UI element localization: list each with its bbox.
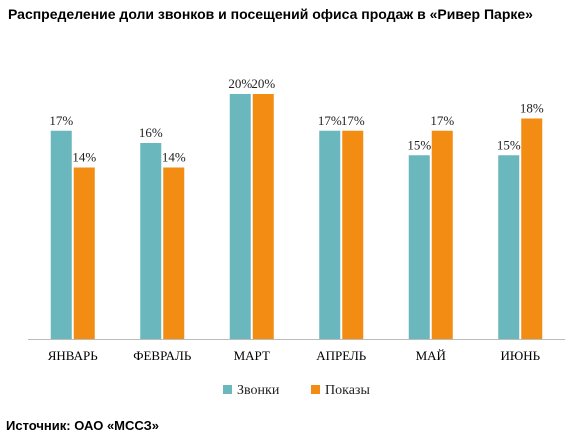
bar-visits — [342, 130, 364, 339]
data-label: 17% — [341, 113, 365, 128]
bars-layer — [50, 94, 543, 339]
value-labels-layer: 17%14%16%14%20% 20%17% 17%15%17%15%18% — [49, 76, 544, 165]
legend-swatch — [311, 385, 320, 394]
source-note: Источник: ОАО «МССЗ» — [6, 418, 159, 433]
category-label: ЯНВАРЬ — [48, 348, 99, 363]
data-label: 15% — [407, 137, 431, 152]
legend-swatch — [223, 385, 232, 394]
bar-visits — [521, 118, 543, 339]
bar-visits — [163, 167, 185, 339]
category-label: ИЮНЬ — [500, 348, 540, 363]
bar-visits — [73, 167, 95, 339]
data-label: 20% — [228, 76, 252, 91]
chart-title: Распределение доли звонков и посещений о… — [8, 6, 533, 22]
category-labels-layer: ЯНВАРЬ ФЕВРАЛЬ МАРТ АПРЕЛЬ МАЙ ИЮНЬ — [48, 348, 541, 363]
category-label: ФЕВРАЛЬ — [133, 348, 192, 363]
legend: Звонки Показы — [223, 383, 370, 398]
data-label: 18% — [520, 101, 544, 116]
legend-label: Показы — [325, 383, 370, 398]
bar-calls — [140, 143, 162, 339]
bar-calls — [498, 155, 520, 339]
bar-calls — [50, 130, 72, 339]
bar-calls — [408, 155, 430, 339]
data-label: 17% — [318, 113, 342, 128]
category-label: МАРТ — [234, 348, 270, 363]
data-label: 15% — [497, 137, 521, 152]
data-label: 14% — [162, 150, 186, 165]
data-label: 20% — [251, 76, 275, 91]
bar-calls — [319, 130, 341, 339]
category-label: МАЙ — [416, 348, 446, 363]
bar-visits — [431, 130, 453, 339]
legend-label: Звонки — [237, 383, 280, 398]
category-label: АПРЕЛЬ — [316, 348, 367, 363]
bar-calls — [229, 94, 251, 339]
data-label: 16% — [139, 125, 163, 140]
data-label: 17% — [430, 113, 454, 128]
bar-visits — [252, 94, 274, 339]
data-label: 14% — [72, 150, 96, 165]
data-label: 17% — [49, 113, 73, 128]
